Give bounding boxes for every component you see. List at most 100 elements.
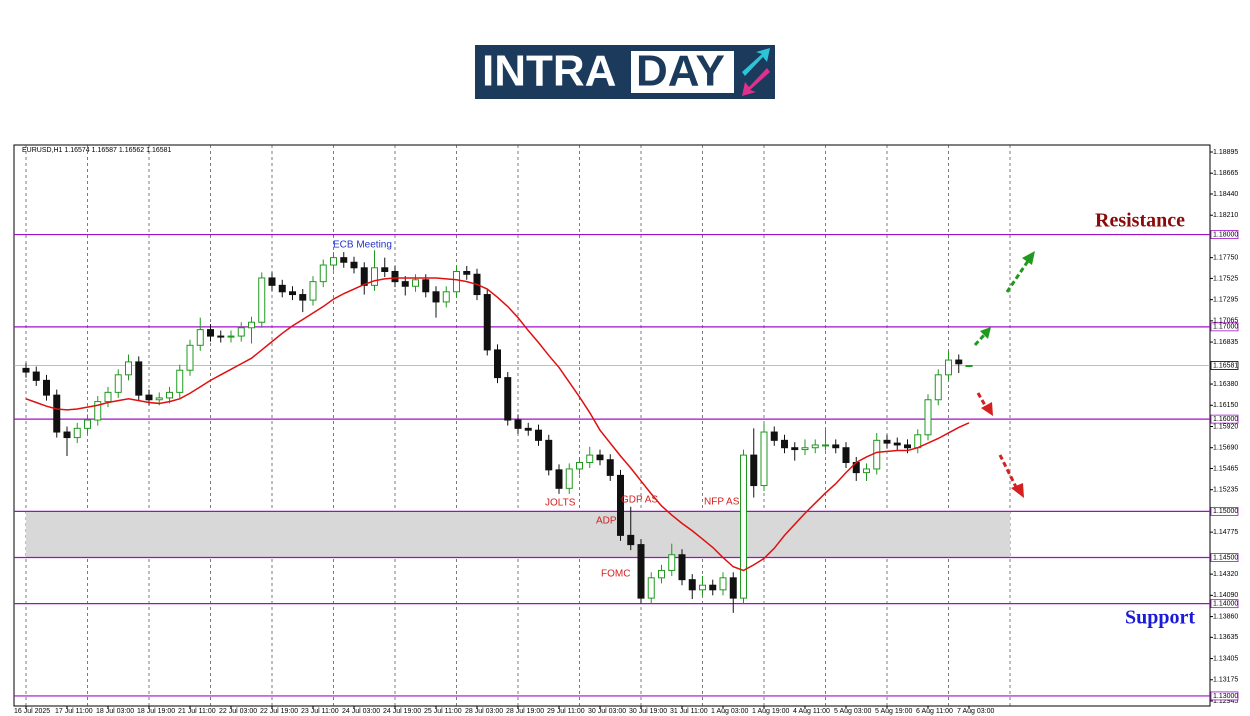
- y-tick-label: 1.13175: [1213, 677, 1238, 684]
- candle-body: [863, 468, 870, 474]
- y-tick-label: 1.18210: [1213, 212, 1238, 219]
- candle-body: [965, 365, 973, 368]
- candle-body: [565, 468, 573, 489]
- candle-body: [606, 459, 614, 476]
- annotation: NFP AS: [704, 497, 740, 508]
- candle-body: [504, 377, 512, 421]
- y-tick-label: 1.17065: [1213, 318, 1238, 325]
- x-tick-label: 16 Jul 2025: [14, 708, 50, 715]
- candle-body: [627, 534, 635, 546]
- x-tick-label: 29 Jul 11:00: [547, 708, 585, 715]
- y-tick-label: 1.13405: [1213, 655, 1238, 662]
- candle-body: [750, 454, 758, 487]
- y-tick-label: 1.15465: [1213, 465, 1238, 472]
- candle-body: [893, 442, 901, 446]
- candle-body: [678, 554, 686, 581]
- candle-body: [647, 577, 655, 599]
- arrow-down: [976, 392, 988, 408]
- x-tick-label: 31 Jul 11:00: [670, 708, 708, 715]
- arrow-head: [980, 327, 991, 339]
- logo-text: INTRA: [482, 47, 616, 96]
- level-label: 1.18000: [1213, 231, 1238, 238]
- level-label-box: [1210, 599, 1239, 609]
- y-tick-label: 1.13860: [1213, 613, 1238, 620]
- background-layer: 1.18895 1.18665 1.18440 1.18210 1.17750 1.175…: [14, 145, 1238, 715]
- x-tick-label: 18 Jul 03:00: [96, 708, 134, 715]
- candle-body: [514, 419, 522, 429]
- x-tick-label: 21 Jul 11:00: [178, 708, 216, 715]
- level-label-box: [1210, 322, 1239, 332]
- candle-body: [617, 474, 624, 536]
- y-tick-label: 1.14775: [1213, 529, 1238, 536]
- candle-body: [104, 391, 112, 403]
- y-tick-label: 1.12945: [1213, 698, 1238, 705]
- candle-body: [576, 461, 583, 470]
- candle-body: [258, 277, 266, 323]
- candle-body: [801, 447, 809, 451]
- y-tick-label: 1.15235: [1213, 487, 1238, 494]
- candle-body: [873, 439, 881, 470]
- candle-body: [658, 569, 665, 579]
- candle-body: [227, 335, 235, 338]
- candle-body: [32, 371, 40, 381]
- candle-body: [811, 444, 819, 449]
- candle-body: [832, 444, 840, 449]
- x-tick-label: 28 Jul 03:00: [465, 708, 503, 715]
- candle-body: [719, 577, 727, 591]
- annotation: JOLTS: [545, 498, 576, 509]
- level-label-box: [1210, 691, 1239, 701]
- annotation: GDP AS: [621, 495, 658, 506]
- candle-body: [432, 291, 440, 303]
- level-label-box: [1210, 414, 1239, 424]
- candle-body: [155, 397, 163, 401]
- y-tick-label: 1.17295: [1213, 296, 1238, 303]
- x-tick-label: 17 Jul 11:00: [55, 708, 93, 715]
- annotation: ECB Meeting: [333, 240, 392, 251]
- annotation: ADP: [596, 516, 617, 527]
- candle-body: [914, 434, 922, 449]
- candle-body: [688, 579, 696, 591]
- candle-body: [483, 294, 491, 351]
- candle-body: [781, 439, 788, 449]
- logo-day-box: [631, 51, 734, 93]
- level-label: 1.15000: [1213, 508, 1238, 515]
- candle-body: [43, 379, 50, 396]
- candle-body: [442, 291, 450, 303]
- symbol-header: EURUSD,H1 1.16574 1.16587 1.16562 1.1658…: [22, 147, 172, 154]
- x-tick-label: 6 Aug 11:00: [916, 708, 953, 715]
- candle-body: [186, 344, 194, 371]
- candle-body: [842, 447, 850, 463]
- level-label: 1.13000: [1213, 693, 1238, 700]
- annotation: FOMC: [601, 569, 630, 580]
- candle-body: [381, 267, 389, 272]
- candle-body: [596, 454, 604, 461]
- candle-body: [289, 291, 296, 296]
- candle-body: [934, 374, 942, 401]
- candle-body: [637, 544, 645, 599]
- arrow-up: [973, 332, 987, 347]
- arrow-head: [981, 402, 993, 416]
- candle-body: [53, 394, 61, 433]
- candle-body: [278, 284, 286, 293]
- candle-body: [729, 577, 737, 599]
- candle-body: [924, 399, 932, 436]
- logo: INTRA DAY: [475, 45, 775, 99]
- candle-body: [740, 454, 747, 599]
- arrow-head: [1022, 251, 1035, 265]
- y-tick-label: 1.18895: [1213, 149, 1238, 156]
- x-tick-label: 22 Jul 19:00: [260, 708, 298, 715]
- candle-body: [22, 367, 30, 373]
- candle-body: [207, 329, 214, 337]
- data-layer: ECB Meeting JOLTS GDP AS ADP NFP AS FOMC Resis…: [22, 210, 1195, 629]
- candle-body: [135, 361, 143, 396]
- x-tick-label: 23 Jul 11:00: [301, 708, 339, 715]
- candle-body: [299, 294, 307, 301]
- candle-body: [84, 419, 91, 429]
- y-tick-label: 1.18440: [1213, 191, 1238, 198]
- level-label-box: [1210, 506, 1239, 516]
- candle-body: [770, 431, 778, 441]
- candle-body: [463, 270, 471, 275]
- candle-body: [391, 270, 399, 283]
- level-label: 1.14000: [1213, 601, 1238, 608]
- candle-body: [945, 359, 952, 376]
